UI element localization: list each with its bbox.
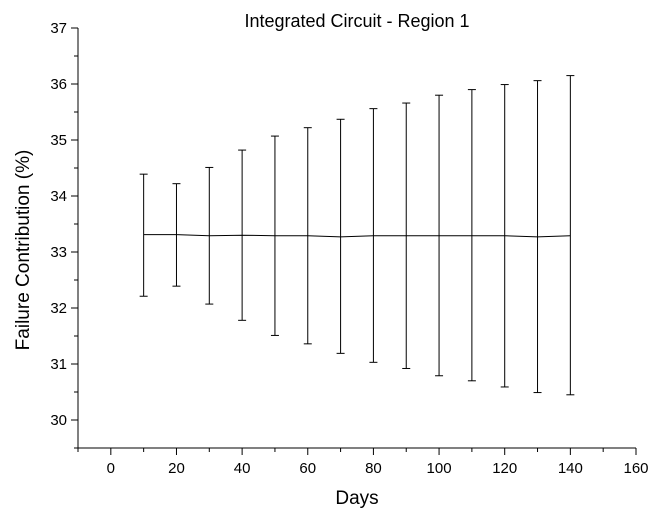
error-bar [238, 149, 247, 321]
error-bar [533, 80, 542, 394]
error-bar [566, 75, 575, 396]
error-bar [435, 94, 444, 377]
y-tick-label: 36 [50, 76, 67, 93]
error-bar [139, 173, 148, 297]
y-tick-label: 30 [50, 412, 67, 429]
x-ticks: 0 20 40 60 80 100 120 140 160 [77, 448, 649, 477]
x-tick-label: 120 [492, 460, 517, 477]
error-bar [270, 135, 279, 336]
error-bar [369, 108, 378, 363]
x-axis-title: Days [335, 488, 378, 509]
x-tick-label: 160 [623, 460, 648, 477]
series-layer [139, 75, 575, 396]
x-tick-label: 100 [427, 460, 452, 477]
chart-title: Integrated Circuit - Region 1 [244, 11, 469, 31]
x-tick-label: 0 [107, 460, 115, 477]
error-bar [303, 127, 312, 345]
error-bar [336, 118, 345, 354]
mean-line [143, 234, 571, 238]
x-tick-label: 40 [234, 460, 251, 477]
y-tick-label: 33 [50, 244, 67, 261]
y-ticks: 30 31 32 33 34 35 36 37 [50, 20, 78, 449]
x-tick-label: 80 [365, 460, 382, 477]
y-tick-label: 32 [50, 300, 67, 317]
error-bar [205, 166, 214, 305]
x-tick-label: 60 [299, 460, 316, 477]
y-tick-label: 35 [50, 132, 67, 149]
y-tick-label: 34 [50, 188, 67, 205]
x-tick-label: 20 [168, 460, 185, 477]
x-tick-label: 140 [558, 460, 583, 477]
error-bar [467, 89, 476, 382]
error-bar [172, 183, 181, 287]
y-tick-label: 31 [50, 356, 67, 373]
error-bar [500, 84, 509, 388]
y-axis-title: Failure Contribution (%) [13, 150, 34, 351]
y-tick-label: 37 [50, 20, 67, 37]
plot-area [77, 28, 636, 449]
error-bar [402, 102, 411, 369]
